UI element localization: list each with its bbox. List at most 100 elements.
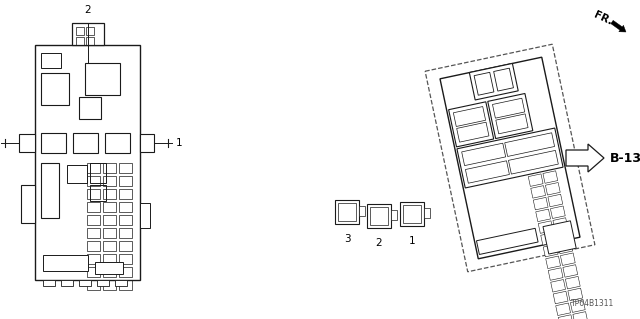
Bar — [465, 161, 509, 183]
Bar — [85, 63, 120, 95]
Text: TP64B1311: TP64B1311 — [571, 299, 614, 308]
Bar — [97, 280, 109, 286]
Bar — [67, 165, 87, 183]
Bar — [573, 312, 588, 319]
Text: B-13-10: B-13-10 — [610, 152, 640, 165]
Bar — [391, 210, 397, 220]
Text: 1: 1 — [409, 236, 415, 246]
Bar — [103, 241, 116, 251]
Bar — [86, 37, 93, 45]
Bar — [103, 189, 116, 199]
Bar — [103, 215, 116, 225]
Bar — [536, 209, 550, 222]
Bar — [41, 53, 61, 68]
Bar — [449, 102, 493, 147]
Bar — [119, 254, 132, 264]
Bar — [95, 262, 123, 274]
Bar — [558, 241, 573, 254]
Bar — [103, 176, 116, 186]
Bar — [41, 73, 69, 105]
Bar — [103, 254, 116, 264]
Bar — [103, 202, 116, 212]
Bar — [43, 280, 55, 286]
Bar — [21, 185, 35, 223]
Bar — [548, 194, 563, 207]
Bar — [493, 68, 513, 91]
Bar — [556, 229, 570, 242]
Bar — [457, 122, 489, 142]
Bar — [119, 215, 132, 225]
Bar — [533, 197, 548, 210]
Bar — [565, 277, 580, 289]
Bar — [103, 228, 116, 238]
Bar — [87, 267, 100, 277]
Bar — [43, 255, 88, 271]
Bar — [403, 205, 421, 223]
Bar — [561, 253, 575, 265]
Bar — [568, 288, 582, 300]
Bar — [558, 315, 573, 319]
Bar — [86, 27, 93, 35]
Bar — [550, 206, 565, 219]
Text: 2: 2 — [376, 238, 382, 248]
Bar — [469, 63, 518, 100]
Bar — [119, 267, 132, 277]
Bar — [528, 174, 543, 186]
Text: FR.: FR. — [592, 9, 614, 26]
Bar — [87, 241, 100, 251]
Bar — [35, 45, 140, 280]
Bar — [90, 163, 106, 183]
Bar — [103, 280, 116, 290]
Bar — [19, 134, 35, 152]
Bar — [140, 203, 150, 228]
Bar — [440, 57, 580, 259]
Bar — [103, 267, 116, 277]
Bar — [476, 228, 538, 255]
Bar — [79, 97, 101, 119]
Bar — [453, 107, 486, 126]
Bar — [87, 280, 100, 290]
Bar — [474, 72, 494, 95]
Bar — [76, 37, 83, 45]
Bar — [359, 206, 365, 216]
Bar — [119, 241, 132, 251]
Bar — [505, 133, 555, 156]
Bar — [570, 300, 585, 312]
Bar — [76, 27, 83, 35]
Bar — [425, 44, 595, 272]
Text: 2: 2 — [84, 5, 91, 15]
Bar — [548, 268, 563, 280]
Bar — [61, 280, 73, 286]
Bar — [457, 128, 563, 188]
Bar — [41, 163, 59, 218]
Bar — [543, 171, 557, 183]
Bar — [488, 93, 533, 138]
Bar — [538, 221, 553, 233]
Bar — [72, 23, 104, 45]
Bar — [546, 256, 561, 269]
Bar — [105, 133, 130, 153]
Bar — [87, 215, 100, 225]
Bar — [493, 98, 525, 118]
Bar — [119, 280, 132, 290]
FancyArrow shape — [611, 20, 626, 32]
Bar — [87, 189, 100, 199]
Bar — [87, 254, 100, 264]
Bar — [545, 182, 560, 195]
Bar — [87, 228, 100, 238]
Bar — [508, 150, 558, 174]
Bar — [461, 143, 506, 166]
Bar — [335, 200, 359, 224]
Bar — [541, 233, 556, 245]
Bar — [103, 163, 116, 173]
Bar — [531, 186, 545, 198]
Bar — [563, 265, 578, 277]
Bar — [367, 204, 391, 228]
Bar — [73, 133, 98, 153]
Bar — [496, 114, 528, 134]
Bar — [87, 163, 100, 173]
Bar — [115, 280, 127, 286]
Text: 1: 1 — [176, 138, 182, 148]
Bar — [400, 202, 424, 226]
Bar — [543, 221, 576, 254]
